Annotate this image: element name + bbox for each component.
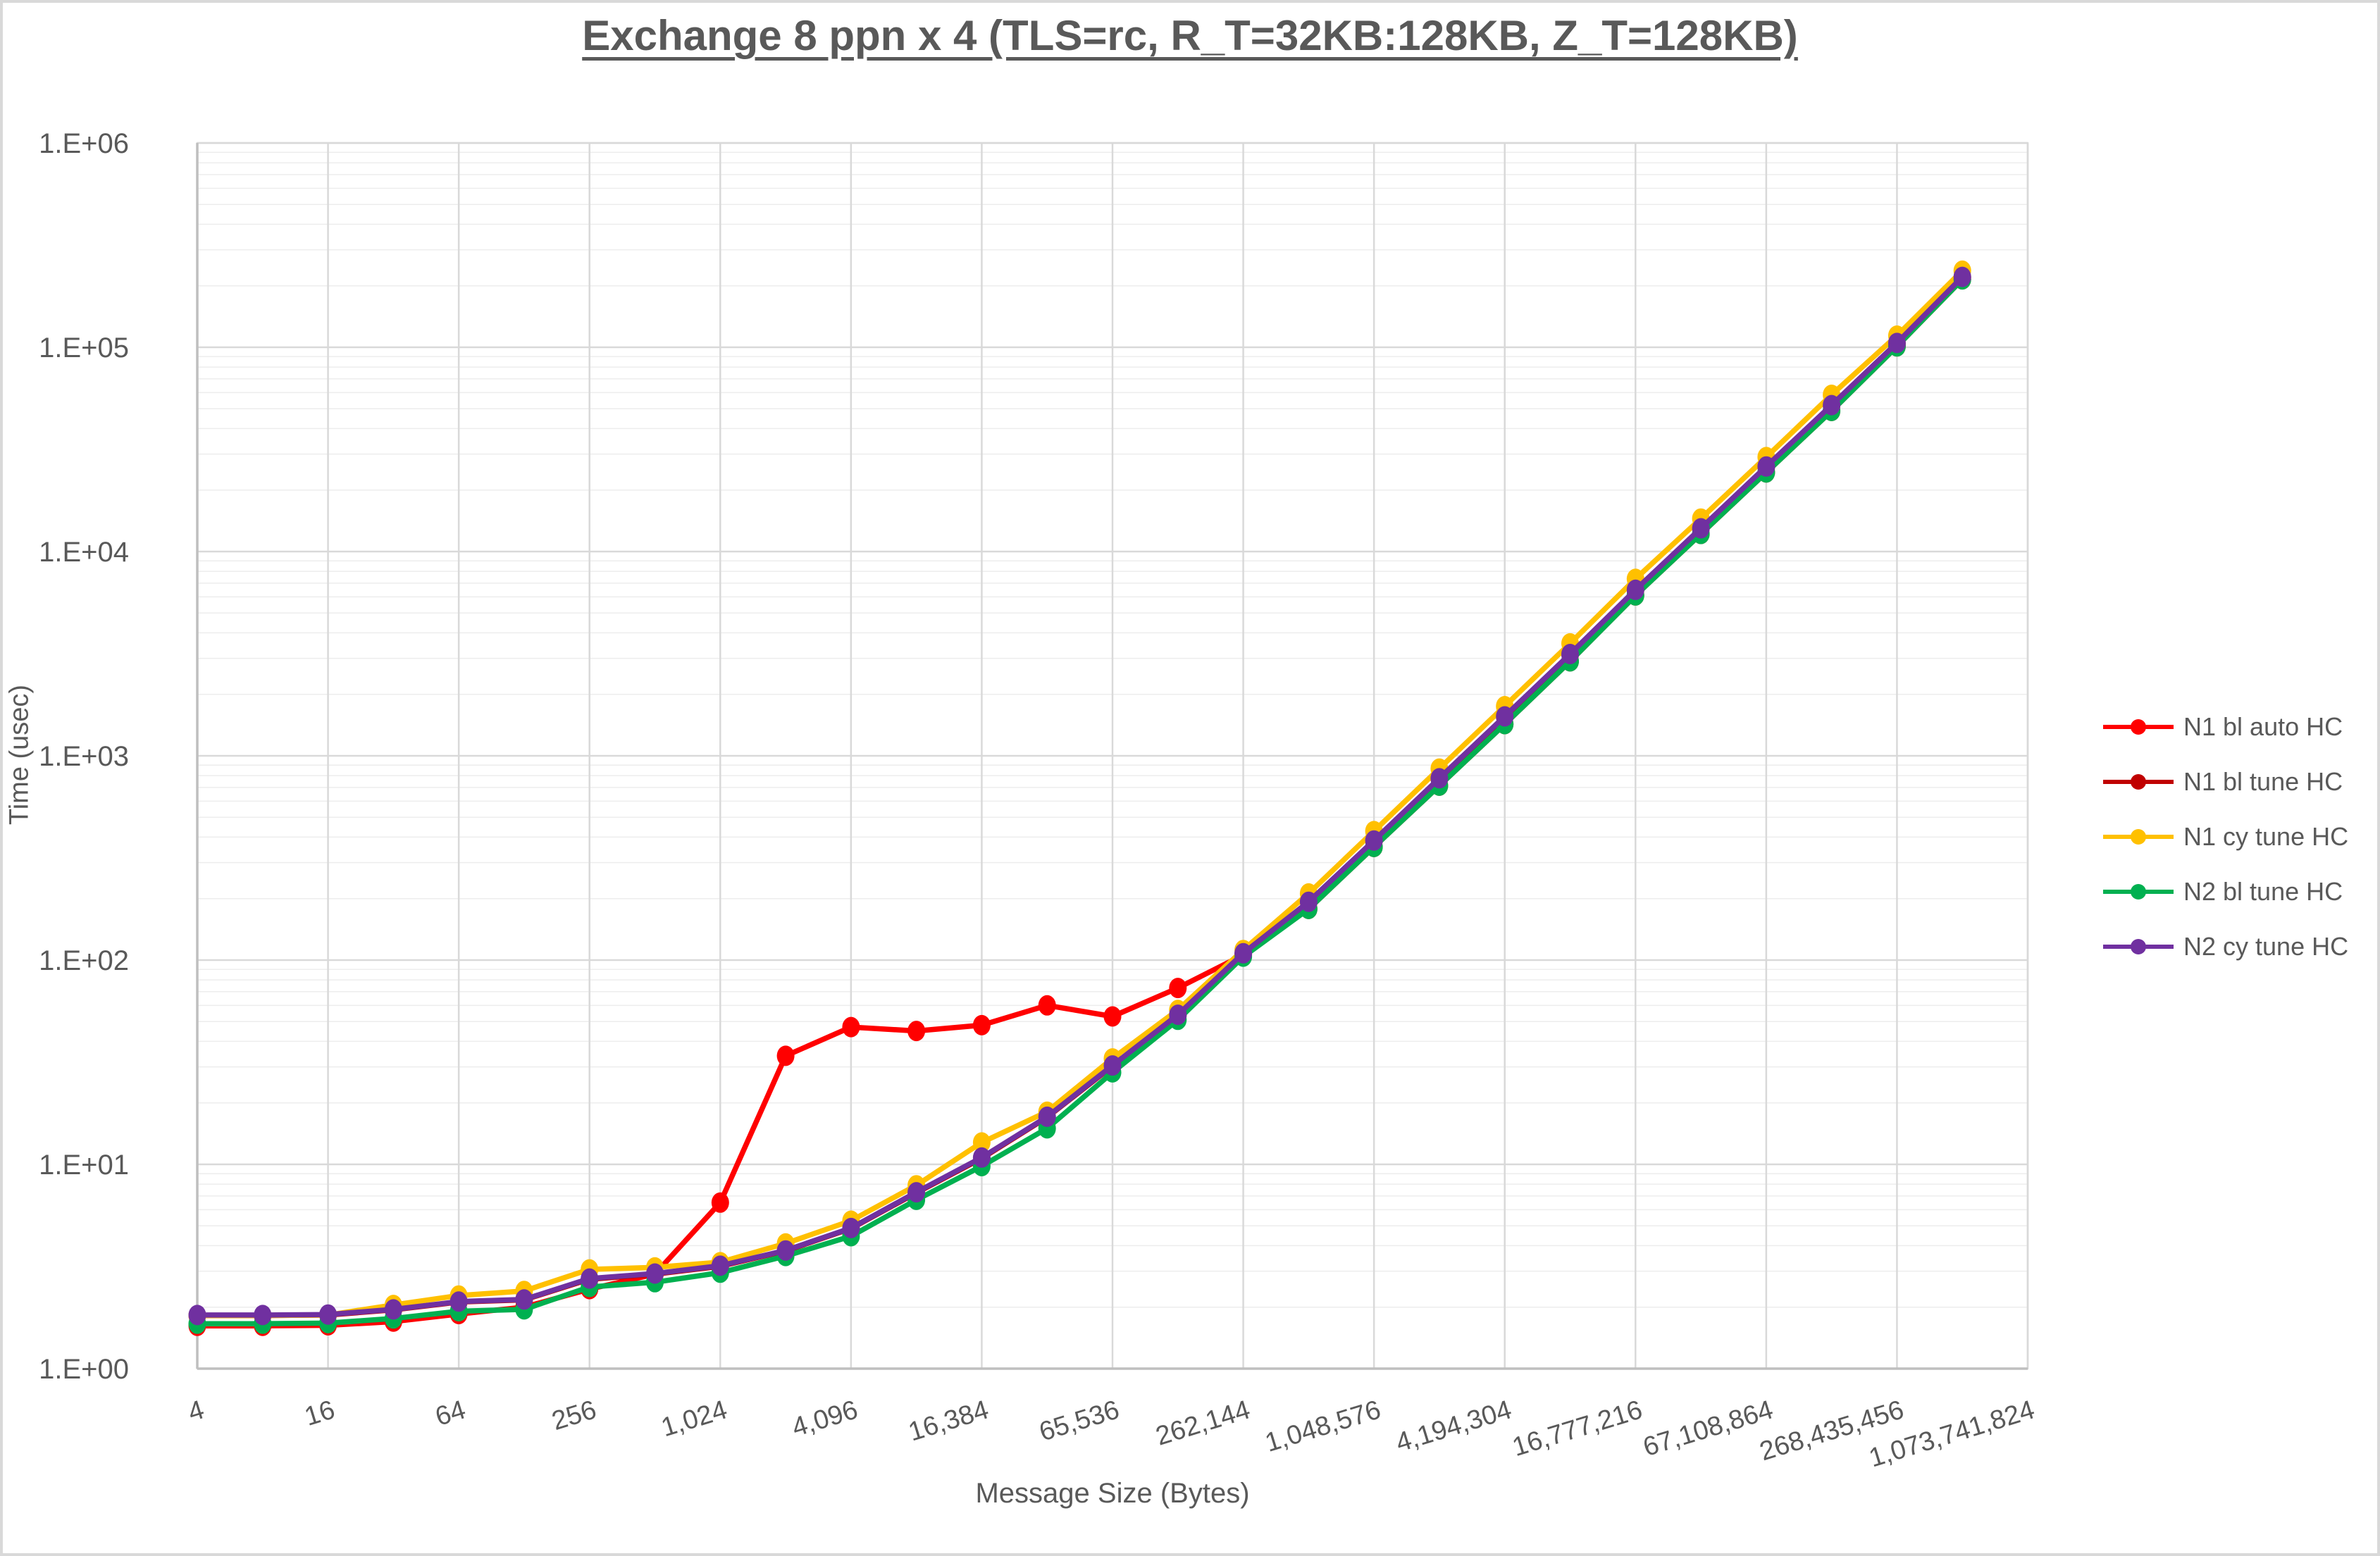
x-tick-label: 4 (185, 1395, 207, 1427)
series-line-N1-cy-tune-HC (194, 268, 1965, 1319)
series-marker-N2-cy-tune-HC (515, 1289, 533, 1310)
series-marker-N2-cy-tune-HC (1038, 1106, 1056, 1127)
series-marker-N1-bl-auto-HC (1169, 978, 1187, 999)
series-marker-N2-cy-tune-HC (1561, 644, 1579, 664)
series-marker-N1-bl-auto-HC (711, 1192, 729, 1213)
x-tick-label: 1,048,576 (1262, 1395, 1384, 1458)
x-tick-label: 16 (301, 1395, 338, 1432)
legend-label: N1 bl auto HC (2183, 712, 2343, 741)
x-tick-label: 4,096 (788, 1395, 861, 1443)
series-marker-N2-cy-tune-HC (254, 1305, 272, 1326)
series-marker-N2-cy-tune-HC (1496, 706, 1514, 727)
series-marker-N2-cy-tune-HC (776, 1240, 795, 1261)
series-marker-N2-cy-tune-HC (384, 1299, 402, 1320)
series-marker-N2-cy-tune-HC (1626, 579, 1644, 600)
series-marker-N2-cy-tune-HC (972, 1147, 991, 1168)
legend-item-N1-bl-tune-HC: N1 bl tune HC (2103, 754, 2371, 809)
y-tick-label: 1.E+02 (39, 945, 129, 976)
series-marker-N2-cy-tune-HC (1234, 942, 1253, 964)
legend-dot (2131, 829, 2146, 845)
y-tick-label: 1.E+05 (39, 332, 129, 363)
legend-label: N1 bl tune HC (2183, 767, 2343, 796)
legend-item-N1-bl-auto-HC: N1 bl auto HC (2103, 699, 2371, 754)
x-tick-label: 262,144 (1153, 1395, 1254, 1451)
legend-item-N1-cy-tune-HC: N1 cy tune HC (2103, 809, 2371, 864)
chart-title: Exchange 8 ppn x 4 (TLS=rc, R_T=32KB:128… (582, 12, 1798, 59)
series-line-N2-bl-tune-HC (194, 276, 1965, 1326)
y-tick-label: 1.E+01 (39, 1150, 129, 1181)
y-tick-label: 1.E+04 (39, 537, 129, 568)
legend-label: N1 cy tune HC (2183, 822, 2349, 851)
legend-label: N2 bl tune HC (2183, 877, 2343, 906)
series-marker-N1-bl-auto-HC (1103, 1006, 1122, 1027)
series-marker-N2-cy-tune-HC (646, 1263, 664, 1284)
series-marker-N1-bl-auto-HC (776, 1045, 795, 1066)
series-marker-N2-cy-tune-HC (581, 1268, 599, 1289)
series-line-N1-bl-tune-HC (194, 274, 1965, 1319)
series-marker-N2-cy-tune-HC (842, 1217, 860, 1238)
series-marker-N2-cy-tune-HC (1365, 830, 1383, 851)
x-tick-label: 1,024 (658, 1395, 731, 1443)
legend: N1 bl auto HC N1 bl tune HC N1 cy tune HC N… (2103, 699, 2371, 974)
x-tick-label: 67,108,864 (1640, 1395, 1776, 1462)
x-axis-title: Message Size (Bytes) (975, 1478, 1250, 1509)
y-axis-title: Time (usec) (4, 684, 35, 826)
legend-dot (2131, 884, 2146, 900)
x-tick-label: 16,777,216 (1509, 1395, 1646, 1462)
series-marker-N2-cy-tune-HC (1430, 768, 1449, 789)
series-marker-N1-bl-auto-HC (972, 1014, 991, 1035)
series-marker-N1-bl-auto-HC (907, 1021, 926, 1042)
series-marker-N2-cy-tune-HC (319, 1304, 337, 1325)
legend-dot (2131, 774, 2146, 790)
series-marker-N1-cy-tune-HC (972, 1132, 991, 1153)
legend-marker-icon (2103, 774, 2174, 790)
series-marker-N2-cy-tune-HC (1299, 891, 1318, 912)
series-marker-N2-cy-tune-HC (711, 1255, 729, 1276)
series-marker-N2-cy-tune-HC (450, 1291, 468, 1312)
series-marker-N2-cy-tune-HC (1103, 1055, 1122, 1076)
y-tick-label: 1.E+06 (39, 128, 129, 159)
x-tick-label: 64 (432, 1395, 469, 1432)
series-line-N1-bl-auto-HC (194, 276, 1965, 1328)
series-marker-N2-cy-tune-HC (907, 1182, 926, 1203)
x-tick-label: 65,536 (1036, 1395, 1122, 1447)
legend-item-N2-cy-tune-HC: N2 cy tune HC (2103, 919, 2371, 974)
legend-marker-icon (2103, 884, 2174, 900)
series-marker-N2-cy-tune-HC (1692, 518, 1710, 539)
x-tick-label: 16,384 (905, 1395, 992, 1447)
series-marker-N2-cy-tune-HC (1757, 456, 1775, 477)
x-tick-label: 256 (548, 1395, 600, 1436)
legend-marker-icon (2103, 939, 2174, 954)
legend-marker-icon (2103, 829, 2174, 845)
series-marker-N2-cy-tune-HC (1888, 332, 1906, 354)
series-marker-N1-bl-auto-HC (1038, 995, 1056, 1016)
legend-label: N2 cy tune HC (2183, 932, 2349, 961)
legend-dot (2131, 939, 2146, 954)
legend-item-N2-bl-tune-HC: N2 bl tune HC (2103, 864, 2371, 919)
series-marker-N2-cy-tune-HC (1953, 266, 1971, 287)
y-tick-label: 1.E+03 (39, 741, 129, 772)
x-tick-label: 4,194,304 (1392, 1395, 1515, 1458)
series-marker-N2-cy-tune-HC (1823, 394, 1841, 416)
series-marker-N1-bl-auto-HC (842, 1016, 860, 1038)
y-tick-label: 1.E+00 (39, 1354, 129, 1385)
legend-marker-icon (2103, 719, 2174, 735)
legend-dot (2131, 719, 2146, 735)
series-line-N2-cy-tune-HC (194, 274, 1965, 1318)
series-marker-N2-cy-tune-HC (188, 1305, 206, 1326)
series-marker-N2-cy-tune-HC (1169, 1004, 1187, 1026)
